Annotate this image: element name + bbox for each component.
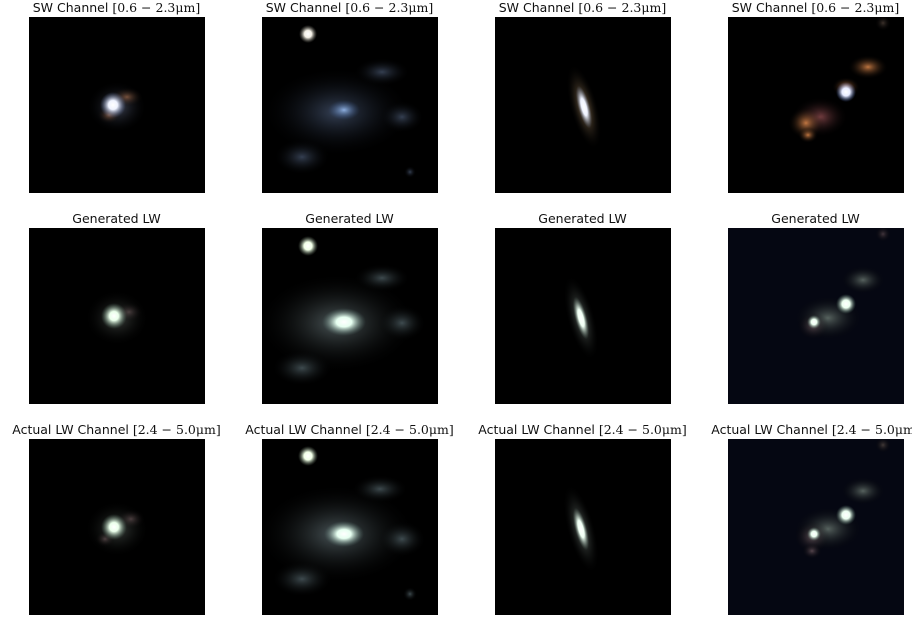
galaxy-image-panel (728, 17, 904, 193)
galaxy-image (87, 81, 147, 133)
galaxy-image-panel (29, 439, 205, 615)
title-math: [2.4 − 5.0μm] (831, 422, 912, 437)
subplot-actual-col1: Actual LW Channel [2.4 − 5.0μm] (0, 422, 233, 632)
galaxy-image (262, 236, 426, 386)
title-text: Generated LW (72, 211, 161, 226)
subplot-title: Actual LW Channel [2.4 − 5.0μm] (699, 422, 912, 438)
galaxy-image (262, 25, 424, 178)
title-text: Actual LW Channel (711, 422, 832, 437)
galaxy-image-panel (262, 439, 438, 615)
galaxy-image (794, 439, 891, 559)
subplot-title: SW Channel [0.6 − 2.3μm] (466, 0, 699, 16)
title-math: [2.4 − 5.0μm] (365, 422, 454, 437)
subplot-sw-col2: SW Channel [0.6 − 2.3μm] (233, 0, 466, 210)
subplot-generated-col3: Generated LW (466, 211, 699, 421)
subplot-generated-col1: Generated LW (0, 211, 233, 421)
title-math: [2.4 − 5.0μm] (132, 422, 221, 437)
subplot-actual-col3: Actual LW Channel [2.4 − 5.0μm] (466, 422, 699, 632)
title-math: [0.6 − 2.3μm] (345, 0, 434, 15)
galaxy-image-panel (495, 439, 671, 615)
title-math: [0.6 − 2.3μm] (112, 0, 201, 15)
galaxy-image (262, 446, 426, 601)
subplot-sw-col3: SW Channel [0.6 − 2.3μm] (466, 0, 699, 210)
subplot-title: SW Channel [0.6 − 2.3μm] (233, 0, 466, 16)
subplot-title: Actual LW Channel [2.4 − 5.0μm] (466, 422, 699, 438)
title-math: [0.6 − 2.3μm] (578, 0, 667, 15)
subplot-title: SW Channel [0.6 − 2.3μm] (699, 0, 912, 16)
subplot-title: Generated LW (466, 211, 699, 227)
title-text: Actual LW Channel (12, 422, 133, 437)
title-text: Generated LW (305, 211, 394, 226)
galaxy-image-panel (262, 17, 438, 193)
galaxy-image (566, 64, 602, 150)
galaxy-image-panel (728, 228, 904, 404)
galaxy-image-panel (495, 228, 671, 404)
galaxy-image-panel (262, 228, 438, 404)
title-text: Generated LW (538, 211, 627, 226)
galaxy-image (794, 228, 891, 340)
subplot-actual-col4: Actual LW Channel [2.4 − 5.0μm] (699, 422, 912, 632)
galaxy-image (562, 484, 600, 574)
subplot-title: Generated LW (0, 211, 233, 227)
subplot-sw-col4: SW Channel [0.6 − 2.3μm] (699, 0, 912, 210)
title-text: Actual LW Channel (478, 422, 599, 437)
title-math: [2.4 − 5.0μm] (598, 422, 687, 437)
title-text: SW Channel (265, 0, 346, 15)
subplot-generated-col2: Generated LW (233, 211, 466, 421)
subplot-title: SW Channel [0.6 − 2.3μm] (0, 0, 233, 16)
title-text: SW Channel (731, 0, 812, 15)
title-text: Actual LW Channel (245, 422, 366, 437)
title-math: [0.6 − 2.3μm] (811, 0, 900, 15)
title-text: SW Channel (32, 0, 113, 15)
galaxy-image (85, 290, 149, 346)
subplot-title: Actual LW Channel [2.4 − 5.0μm] (0, 422, 233, 438)
title-text: Generated LW (771, 211, 860, 226)
subplot-generated-col4: Generated LW (699, 211, 912, 421)
subplot-title: Actual LW Channel [2.4 − 5.0μm] (233, 422, 466, 438)
subplot-actual-col2: Actual LW Channel [2.4 − 5.0μm] (233, 422, 466, 632)
galaxy-image (788, 17, 891, 143)
subplot-sw-col1: SW Channel [0.6 − 2.3μm] (0, 0, 233, 210)
galaxy-image-panel (495, 17, 671, 193)
galaxy-image-panel (29, 228, 205, 404)
galaxy-image-panel (29, 17, 205, 193)
galaxy-image (85, 501, 149, 557)
subplot-title: Generated LW (233, 211, 466, 227)
galaxy-image-panel (728, 439, 904, 615)
galaxy-image (563, 275, 599, 361)
title-text: SW Channel (498, 0, 579, 15)
subplot-title: Generated LW (699, 211, 912, 227)
